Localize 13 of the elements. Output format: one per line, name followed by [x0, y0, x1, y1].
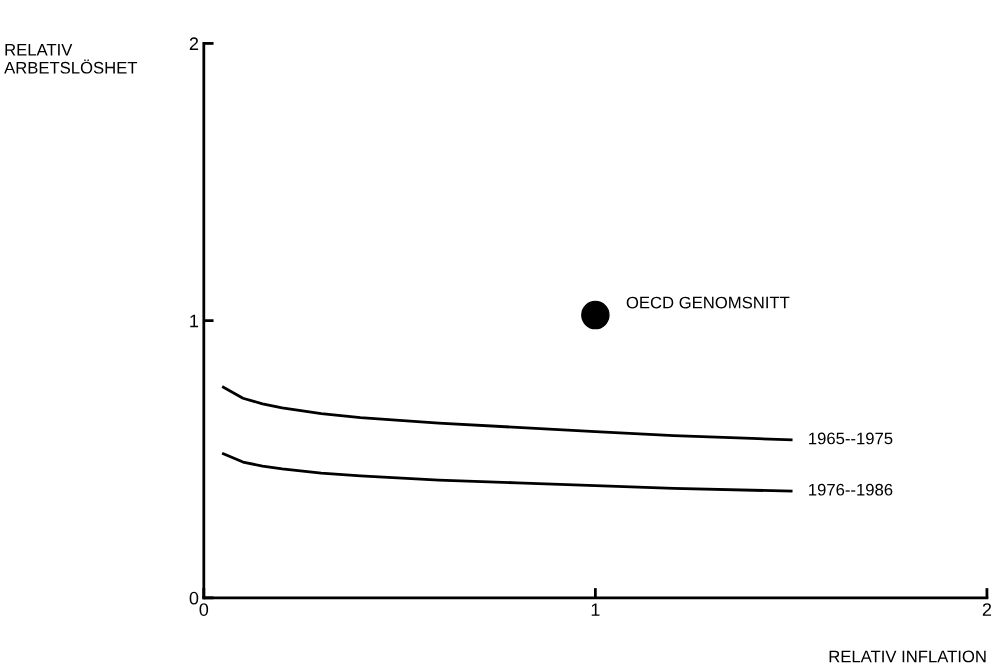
line-series	[222, 385, 793, 442]
y-tick-label: 1	[190, 314, 199, 328]
y-axis-title: RELATIV ARBETSLÖSHET	[4, 44, 138, 74]
y-tick-label: 2	[189, 37, 199, 50]
x-tick-label: 0	[199, 603, 209, 616]
series-label: 1976--1986	[809, 483, 893, 496]
series-label: 1965--1975	[809, 432, 893, 445]
x-axis-title: RELATIV INFLATION	[829, 650, 986, 663]
line-series	[222, 452, 793, 493]
y-tick-label: 0	[189, 591, 199, 605]
series-label: OECD GENOMSNITT	[626, 296, 790, 309]
x-tick-label: 1	[591, 603, 600, 616]
x-tick-label: 2	[982, 603, 992, 616]
